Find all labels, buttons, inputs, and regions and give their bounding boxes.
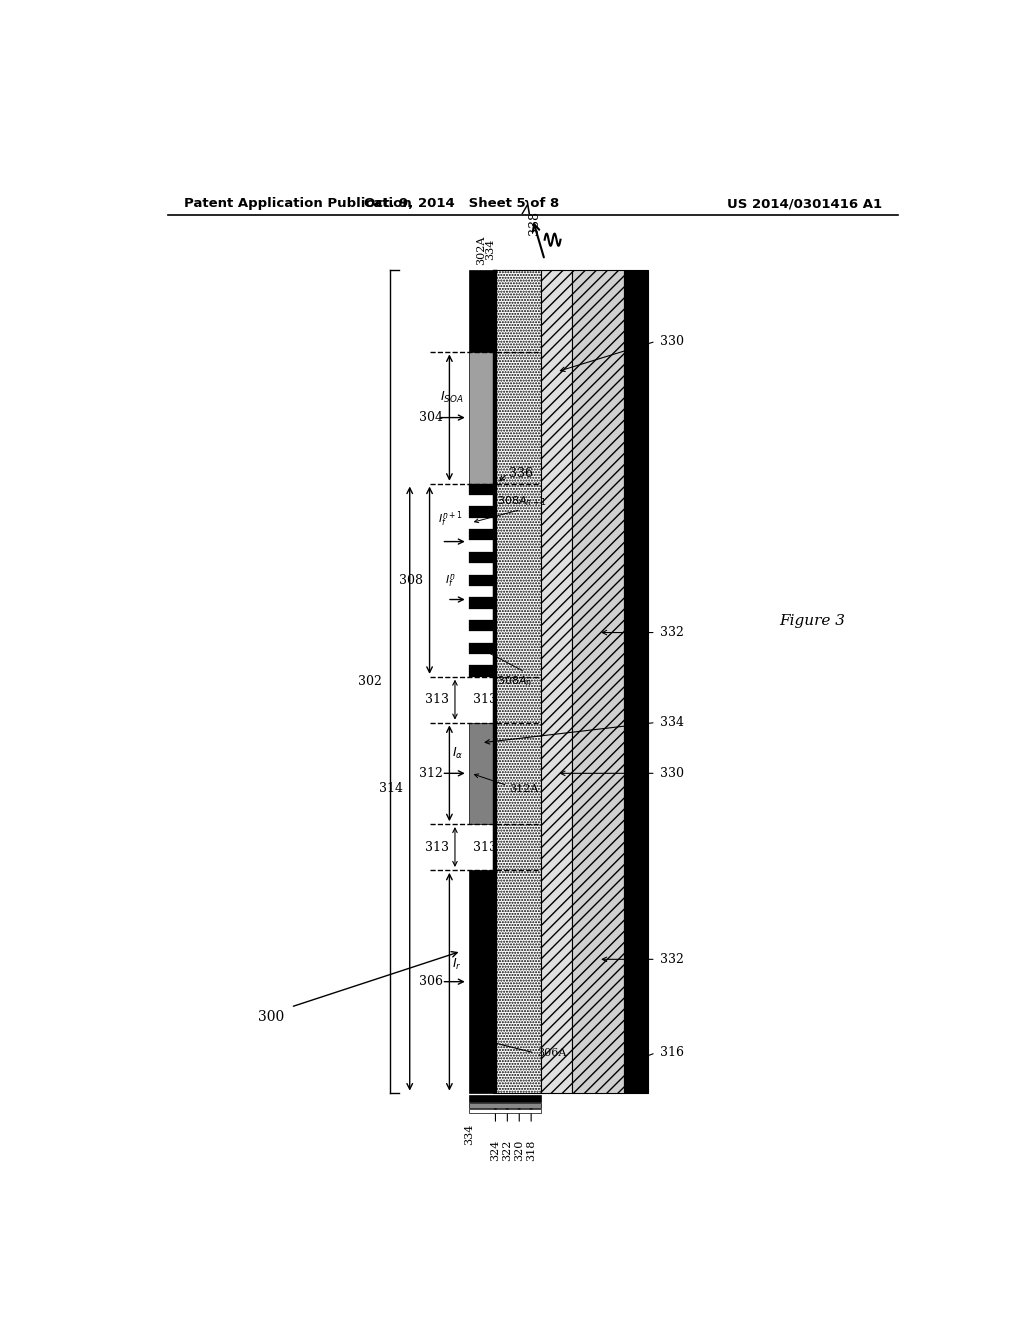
Text: 300: 300 bbox=[258, 1010, 284, 1024]
Text: 313: 313 bbox=[425, 841, 449, 854]
Text: $\lambda$: $\lambda$ bbox=[521, 201, 531, 218]
Text: 306: 306 bbox=[419, 975, 443, 989]
Bar bbox=[469, 271, 494, 351]
Text: 302A: 302A bbox=[476, 236, 486, 265]
Text: US 2014/0301416 A1: US 2014/0301416 A1 bbox=[727, 197, 882, 210]
Text: 313: 313 bbox=[473, 693, 498, 706]
Text: $I_f^n$: $I_f^n$ bbox=[445, 573, 456, 589]
Bar bbox=[469, 1094, 541, 1102]
Text: 314: 314 bbox=[379, 781, 403, 795]
Text: $I_{SOA}$: $I_{SOA}$ bbox=[440, 391, 464, 405]
Text: 324: 324 bbox=[490, 1139, 501, 1160]
Text: $308A_n$: $308A_n$ bbox=[497, 675, 532, 688]
Text: $I_r$: $I_r$ bbox=[453, 957, 462, 972]
Bar bbox=[469, 597, 494, 609]
Text: 313: 313 bbox=[425, 693, 449, 706]
Text: 308: 308 bbox=[399, 574, 423, 586]
Text: 332: 332 bbox=[659, 953, 684, 966]
Bar bbox=[494, 271, 497, 1093]
Text: 336: 336 bbox=[509, 467, 532, 480]
Text: 318: 318 bbox=[526, 1139, 537, 1160]
Text: 302: 302 bbox=[358, 676, 382, 688]
Text: $308A_{n+1}$: $308A_{n+1}$ bbox=[497, 494, 547, 507]
Text: $I_\alpha$: $I_\alpha$ bbox=[452, 746, 463, 762]
Bar bbox=[494, 271, 541, 1093]
Bar bbox=[469, 643, 494, 653]
Text: 330: 330 bbox=[659, 335, 684, 348]
Bar bbox=[469, 1102, 541, 1107]
Text: 316: 316 bbox=[659, 1047, 684, 1060]
Bar bbox=[469, 483, 494, 495]
Bar bbox=[469, 870, 494, 1093]
Text: 332: 332 bbox=[659, 626, 684, 639]
Text: Oct. 9, 2014   Sheet 5 of 8: Oct. 9, 2014 Sheet 5 of 8 bbox=[364, 197, 559, 210]
Text: 322: 322 bbox=[503, 1139, 512, 1160]
Bar bbox=[469, 665, 494, 677]
Text: Figure 3: Figure 3 bbox=[778, 614, 845, 628]
Bar bbox=[469, 529, 494, 540]
Bar bbox=[469, 620, 494, 631]
Text: 313: 313 bbox=[473, 841, 498, 854]
Bar bbox=[469, 1109, 541, 1113]
Text: $I_f^{n+1}$: $I_f^{n+1}$ bbox=[437, 510, 462, 529]
Text: 338: 338 bbox=[527, 211, 541, 235]
Bar bbox=[469, 552, 494, 564]
Text: 320: 320 bbox=[514, 1139, 524, 1160]
Bar bbox=[541, 271, 572, 1093]
Text: 330: 330 bbox=[659, 767, 684, 780]
Bar bbox=[469, 722, 494, 824]
Bar bbox=[572, 271, 624, 1093]
Text: Patent Application Publication: Patent Application Publication bbox=[183, 197, 412, 210]
Text: 312: 312 bbox=[419, 767, 443, 780]
Text: 304: 304 bbox=[419, 411, 443, 424]
Text: 306A: 306A bbox=[537, 1048, 566, 1057]
Bar bbox=[469, 351, 494, 483]
Bar bbox=[624, 271, 648, 1093]
Text: 334: 334 bbox=[659, 715, 684, 729]
Text: 334: 334 bbox=[464, 1125, 474, 1146]
Text: 312A: 312A bbox=[509, 784, 539, 793]
Bar bbox=[469, 507, 494, 517]
Bar bbox=[469, 574, 494, 586]
Text: 334: 334 bbox=[485, 239, 496, 260]
